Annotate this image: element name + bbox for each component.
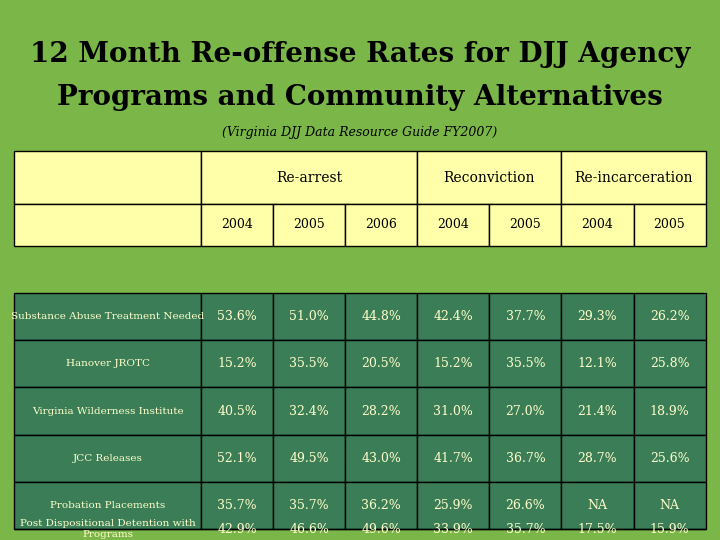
Text: 2004: 2004 — [437, 218, 469, 232]
Text: 2005: 2005 — [510, 218, 541, 232]
Text: 35.7%: 35.7% — [217, 499, 257, 512]
Text: 2004: 2004 — [221, 218, 253, 232]
Text: 49.5%: 49.5% — [289, 452, 329, 465]
Text: Substance Abuse Treatment Needed: Substance Abuse Treatment Needed — [11, 312, 204, 321]
Text: 42.4%: 42.4% — [433, 310, 473, 323]
Text: Re-incarceration: Re-incarceration — [575, 171, 693, 185]
Text: 21.4%: 21.4% — [577, 404, 617, 417]
Text: 32.4%: 32.4% — [289, 404, 329, 417]
Text: 35.7%: 35.7% — [505, 523, 545, 536]
Text: 25.8%: 25.8% — [649, 357, 689, 370]
Text: Reconviction: Reconviction — [444, 171, 535, 185]
Text: NA: NA — [660, 499, 680, 512]
Text: 53.6%: 53.6% — [217, 310, 257, 323]
Text: (Virginia DJJ Data Resource Guide FY2007): (Virginia DJJ Data Resource Guide FY2007… — [222, 126, 498, 139]
Text: 46.6%: 46.6% — [289, 523, 329, 536]
Text: 28.7%: 28.7% — [577, 452, 617, 465]
Text: 51.0%: 51.0% — [289, 310, 329, 323]
Text: 25.9%: 25.9% — [433, 499, 473, 512]
Text: 2005: 2005 — [654, 218, 685, 232]
Text: 12.1%: 12.1% — [577, 357, 617, 370]
Text: 37.7%: 37.7% — [505, 310, 545, 323]
Text: 29.3%: 29.3% — [577, 310, 617, 323]
Text: 52.1%: 52.1% — [217, 452, 257, 465]
Text: Post Dispositional Detention with
Programs: Post Dispositional Detention with Progra… — [20, 519, 196, 539]
Text: 2005: 2005 — [293, 218, 325, 232]
Text: 26.2%: 26.2% — [649, 310, 689, 323]
Text: 2004: 2004 — [582, 218, 613, 232]
Text: 36.2%: 36.2% — [361, 499, 401, 512]
Text: JCC Releases: JCC Releases — [73, 454, 143, 463]
Text: 35.7%: 35.7% — [289, 499, 329, 512]
Text: 15.2%: 15.2% — [217, 357, 257, 370]
Text: 43.0%: 43.0% — [361, 452, 401, 465]
Text: 25.6%: 25.6% — [649, 452, 689, 465]
Text: 36.7%: 36.7% — [505, 452, 545, 465]
Text: 35.5%: 35.5% — [505, 357, 545, 370]
Text: 44.8%: 44.8% — [361, 310, 401, 323]
Text: 15.9%: 15.9% — [649, 523, 689, 536]
Text: 31.0%: 31.0% — [433, 404, 473, 417]
Text: NA: NA — [588, 499, 608, 512]
Text: 20.5%: 20.5% — [361, 357, 401, 370]
Text: Programs and Community Alternatives: Programs and Community Alternatives — [57, 84, 663, 111]
Text: Virginia Wilderness Institute: Virginia Wilderness Institute — [32, 407, 184, 416]
Text: 12 Month Re-offense Rates for DJJ Agency: 12 Month Re-offense Rates for DJJ Agency — [30, 40, 690, 68]
Text: 35.5%: 35.5% — [289, 357, 329, 370]
Text: 42.9%: 42.9% — [217, 523, 257, 536]
Text: 26.6%: 26.6% — [505, 499, 545, 512]
Text: 18.9%: 18.9% — [649, 404, 690, 417]
Text: 27.0%: 27.0% — [505, 404, 545, 417]
Text: 2006: 2006 — [365, 218, 397, 232]
Text: 40.5%: 40.5% — [217, 404, 257, 417]
Text: Re-arrest: Re-arrest — [276, 171, 342, 185]
Text: 41.7%: 41.7% — [433, 452, 473, 465]
Text: Hanover JROTC: Hanover JROTC — [66, 359, 150, 368]
Text: 28.2%: 28.2% — [361, 404, 401, 417]
Text: 15.2%: 15.2% — [433, 357, 473, 370]
Text: 49.6%: 49.6% — [361, 523, 401, 536]
Text: Probation Placements: Probation Placements — [50, 501, 166, 510]
Text: 33.9%: 33.9% — [433, 523, 473, 536]
Text: 17.5%: 17.5% — [577, 523, 617, 536]
